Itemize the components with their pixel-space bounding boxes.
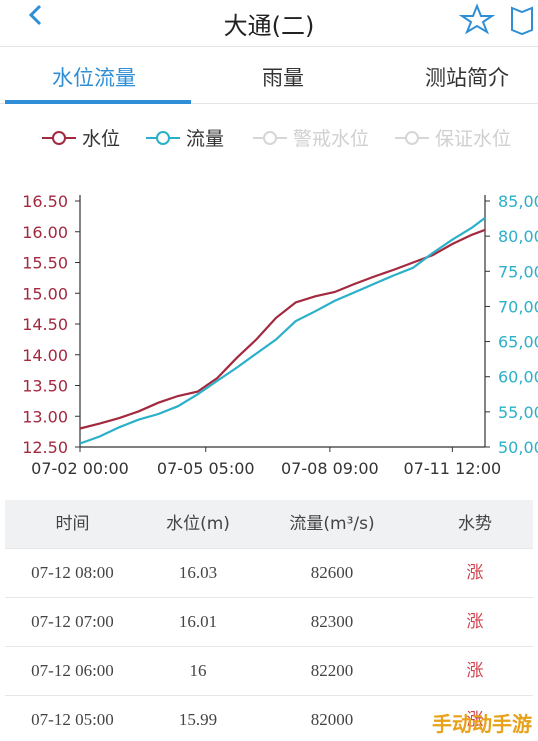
table-cell: 07-12 06:00 <box>31 661 114 680</box>
table-row: 07-12 06:00 16 82200 涨 <box>5 647 533 696</box>
y2-tick-label: 55,000 <box>498 403 538 422</box>
legend-label: 水位 <box>82 128 120 150</box>
y2-tick-label: 80,000 <box>498 227 538 246</box>
y-tick-label: 13.00 <box>22 407 68 426</box>
table-cell: 16.01 <box>178 612 218 631</box>
table-cell: 82300 <box>310 612 354 631</box>
series-line <box>79 217 486 445</box>
y2-tick-label: 75,000 <box>498 262 538 281</box>
legend-marker <box>263 131 277 145</box>
table-row: 07-12 07:00 16.01 82300 涨 <box>5 598 533 647</box>
map-button[interactable] <box>511 6 533 36</box>
tab[interactable]: 雨量 <box>262 66 304 90</box>
table-cell: 涨 <box>466 563 484 583</box>
column-header: 时间 <box>55 514 90 534</box>
page-title: 大通(二) <box>223 12 315 40</box>
y-tick-label: 14.00 <box>22 346 68 365</box>
y-tick-label: 14.50 <box>22 315 68 334</box>
table-cell: 涨 <box>466 612 484 632</box>
y2-tick-label: 85,000 <box>498 192 538 211</box>
tab-indicator <box>5 100 191 104</box>
table-cell: 82600 <box>310 563 354 582</box>
legend-marker <box>156 131 170 145</box>
header-icons <box>28 3 533 36</box>
x-tick-label: 07-05 05:00 <box>157 459 255 478</box>
table-row: 07-12 08:00 16.03 82600 涨 <box>5 549 533 598</box>
tab[interactable]: 测站简介 <box>425 66 509 90</box>
tabs: 水位流量 雨量 测站简介 <box>0 48 538 106</box>
table-cell: 82200 <box>310 661 354 680</box>
table-cell: 07-12 07:00 <box>31 612 114 631</box>
chart: 水位 流量 警戒水位 保证水位 12.50 13.00 13.50 14.00 14.50 15.… <box>22 128 538 478</box>
y-tick-label: 15.00 <box>22 284 68 303</box>
column-header: 水势 <box>458 514 492 534</box>
y2-tick-label: 50,000 <box>498 438 538 457</box>
favorite-button[interactable] <box>458 3 496 35</box>
x-tick-label: 07-11 12:00 <box>403 459 501 478</box>
tab-divider <box>0 103 538 104</box>
column-header: 流量(m³/s) <box>289 514 375 534</box>
y-tick-label: 15.50 <box>22 254 68 273</box>
table-header: 时间 水位(m) 流量(m³/s) 水势 <box>5 500 533 549</box>
table-cell: 涨 <box>466 710 484 730</box>
table-cell: 07-12 08:00 <box>31 563 114 582</box>
legend-label: 流量 <box>186 128 224 150</box>
table-cell: 16.03 <box>178 563 218 582</box>
y-tick-label: 16.50 <box>22 192 68 211</box>
table-cell: 07-12 05:00 <box>31 710 114 729</box>
back-button[interactable] <box>28 4 42 26</box>
x-tick-label: 07-08 09:00 <box>281 459 379 478</box>
table-row: 07-12 05:00 15.99 82000 涨 <box>5 696 533 741</box>
watermark: 手动动手游 <box>432 712 532 736</box>
y2-tick-label: 70,000 <box>498 297 538 316</box>
series-line <box>79 228 486 430</box>
y-tick-label: 12.50 <box>22 438 68 457</box>
legend-label: 保证水位 <box>435 128 511 150</box>
y-tick-label: 16.00 <box>22 223 68 242</box>
table-cell: 涨 <box>466 661 484 681</box>
x-tick-label: 07-02 00:00 <box>31 459 129 478</box>
y2-tick-label: 60,000 <box>498 368 538 387</box>
header: 大通(二) <box>0 0 538 47</box>
legend-label: 警戒水位 <box>293 128 369 150</box>
y2-tick-label: 65,000 <box>498 333 538 352</box>
tab[interactable]: 水位流量 <box>52 66 136 90</box>
y-tick-label: 13.50 <box>22 377 68 396</box>
legend-marker <box>405 131 419 145</box>
table: 时间 水位(m) 流量(m³/s) 水势 07-12 08:00 16.03 82600 涨 0… <box>5 500 533 741</box>
table-cell: 82000 <box>310 710 354 729</box>
column-header: 水位(m) <box>166 514 230 534</box>
table-cell: 15.99 <box>178 710 218 729</box>
table-cell: 16 <box>189 661 207 680</box>
legend-marker <box>52 131 66 145</box>
